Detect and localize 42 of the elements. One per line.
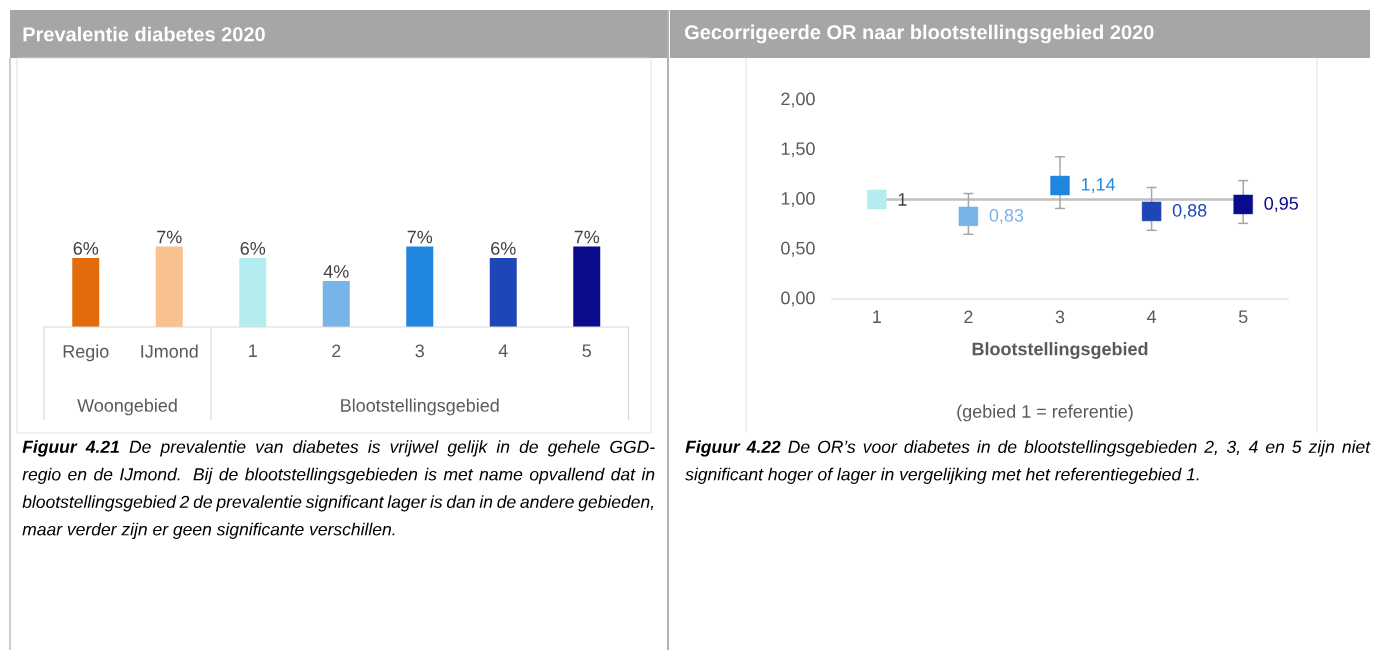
chart-title: Prevalentie diabetes 2020 (23, 26, 265, 42)
x-tick-label: 5 (1238, 310, 1248, 324)
x-tick-label: 5 (582, 344, 591, 358)
data-label: 6% (491, 242, 516, 255)
y-tick-label: 0,00 (781, 291, 815, 307)
y-tick-label: 1,50 (781, 142, 815, 158)
y-tick-label: 1,00 (781, 192, 815, 207)
data-label: 0,88 (1172, 203, 1207, 219)
y-tick-label: 0,50 (781, 241, 815, 257)
data-label: 1,14 (1081, 178, 1116, 193)
point (1050, 175, 1070, 196)
y-tick-label: 2,00 (781, 92, 815, 108)
x-tick-label: 2 (964, 310, 973, 324)
text: Blootstellingsgebied (341, 398, 499, 416)
text: Woongebied (77, 398, 177, 416)
chart-title: Gecorrigeerde OR naar blootstellingsgebied 2020 (685, 24, 1154, 44)
data-label: 7% (157, 230, 182, 244)
x-tick-label: 3 (415, 344, 424, 358)
x-tick-label: 1 (249, 344, 257, 357)
x-tick-label: 4 (1147, 310, 1157, 323)
x-tick-label: 2 (332, 344, 341, 358)
data-label: 4% (323, 265, 349, 278)
text: (gebied 1 = referentie) (957, 404, 1133, 422)
x-tick-label: 4 (498, 344, 508, 357)
point (958, 206, 979, 227)
text: Figuur 4.21 De prevalentie van diabetes is vrijwel gelijk in de gehele GGD-regio en de IJmond. Bij de blootstellingsgebieden is met name opvallend dat in blootstellingsgebied 2 de prevalentie significant lager is dan in de andere gebieden, maar verder zijn er geen significante verschillen. (22, 440, 655, 539)
point (1233, 194, 1253, 215)
x-axis-title: Blootstellingsgebied (972, 342, 1148, 359)
point (1141, 201, 1162, 222)
x-tick-label: IJmond (141, 344, 198, 358)
x-tick-label: 3 (1055, 310, 1065, 324)
point (867, 189, 887, 210)
data-label: 0,95 (1264, 197, 1298, 212)
x-tick-label: 1 (873, 310, 881, 323)
x-tick-label: Regio (63, 344, 109, 362)
data-label: 6% (240, 242, 266, 255)
data-label: 6% (73, 242, 99, 255)
data-label: 7% (574, 230, 600, 244)
data-label: 1 (898, 193, 907, 206)
data-label: 7% (407, 230, 433, 244)
data-label: 0,83 (989, 208, 1024, 224)
text: Figuur 4.22 De OR’s voor diabetes in de blootstellingsgebieden 2, 3, 4 en 5 zijn niet significant hoger of lager in vergelijking met het referentiegebied 1. (685, 440, 1371, 484)
